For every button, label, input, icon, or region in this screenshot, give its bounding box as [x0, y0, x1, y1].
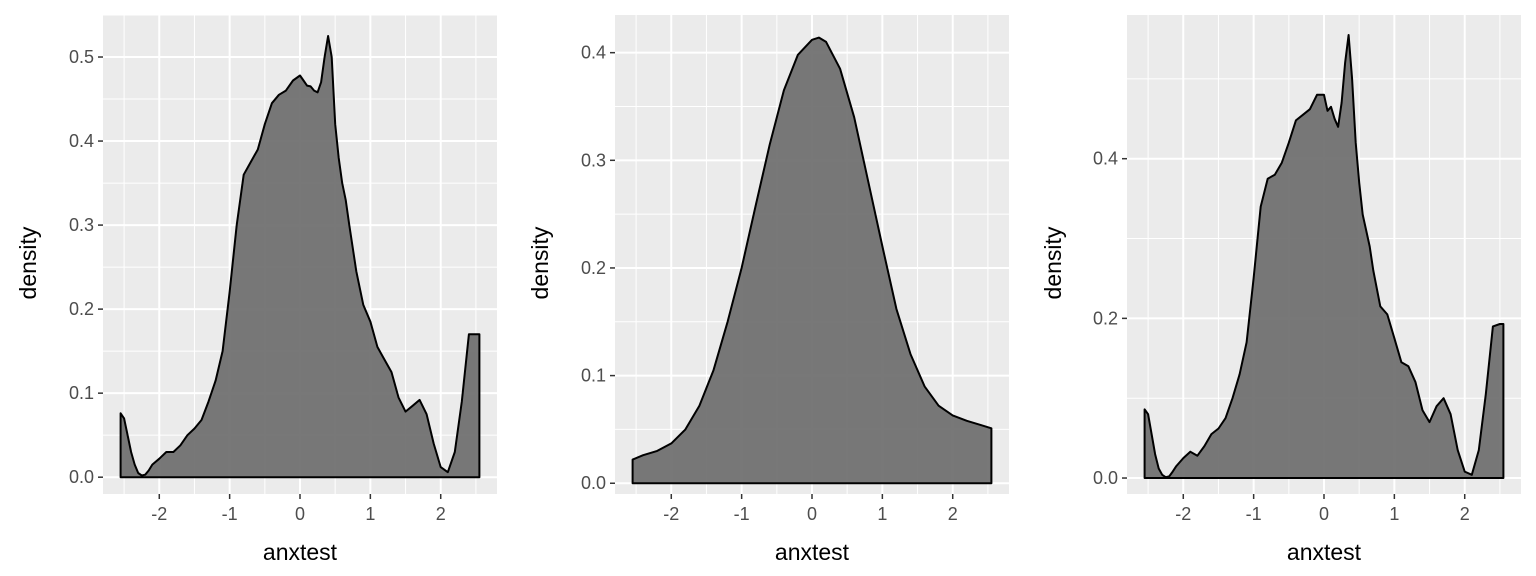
x-tick-label: -2 [1175, 504, 1191, 524]
x-tick-label: 1 [877, 504, 887, 524]
y-tick-label: 0.3 [581, 150, 606, 170]
x-tick-label: 2 [1460, 504, 1470, 524]
y-tick-label: 0.0 [69, 467, 94, 487]
x-tick-label: 0 [1319, 504, 1329, 524]
y-tick-label: 0.2 [581, 258, 606, 278]
density-area [1143, 34, 1505, 479]
x-tick-label: -2 [151, 504, 167, 524]
y-tick-label: 0.0 [581, 473, 606, 493]
x-axis-title: anxtest [775, 539, 850, 565]
y-tick-label: 0.1 [581, 366, 606, 386]
x-axis-title: anxtest [1287, 539, 1362, 565]
y-tick-label: 0.5 [69, 47, 94, 67]
panel-2: -2 -1 0 1 2 0.0 0.1 0.2 0.3 0.4 anxtest density [527, 15, 1009, 565]
panel-1: -2 -1 0 1 2 0.0 0.1 0.2 0.3 0.4 0.5 anxtest density [15, 14, 497, 565]
y-tick-label: 0.4 [581, 43, 606, 63]
panel-3: -2 -1 0 1 2 0.0 0.2 0.4 anxtest density [1040, 15, 1521, 565]
x-tick-label: 0 [807, 504, 817, 524]
y-tick-label: 0.4 [69, 131, 94, 151]
y-tick-label: 0.4 [1093, 149, 1118, 169]
x-tick-label: 1 [365, 504, 375, 524]
density-area [119, 35, 481, 479]
x-tick-label: 1 [1389, 504, 1399, 524]
x-tick-label: 2 [436, 504, 446, 524]
y-axis-title: density [1040, 226, 1066, 299]
x-tick-label: -1 [734, 504, 750, 524]
y-tick-label: 0.3 [69, 215, 94, 235]
density-area [631, 36, 993, 485]
y-tick-label: 0.2 [69, 299, 94, 319]
y-tick-label: 0.2 [1093, 308, 1118, 328]
y-tick-label: 0.0 [1093, 468, 1118, 488]
x-tick-label: -1 [222, 504, 238, 524]
x-tick-label: 2 [948, 504, 958, 524]
y-axis-title: density [527, 226, 553, 299]
x-axis-title: anxtest [263, 539, 338, 565]
y-tick-label: 0.1 [69, 383, 94, 403]
x-tick-label: -1 [1246, 504, 1262, 524]
x-tick-label: 0 [295, 504, 305, 524]
x-tick-label: -2 [663, 504, 679, 524]
y-axis-title: density [15, 226, 41, 299]
